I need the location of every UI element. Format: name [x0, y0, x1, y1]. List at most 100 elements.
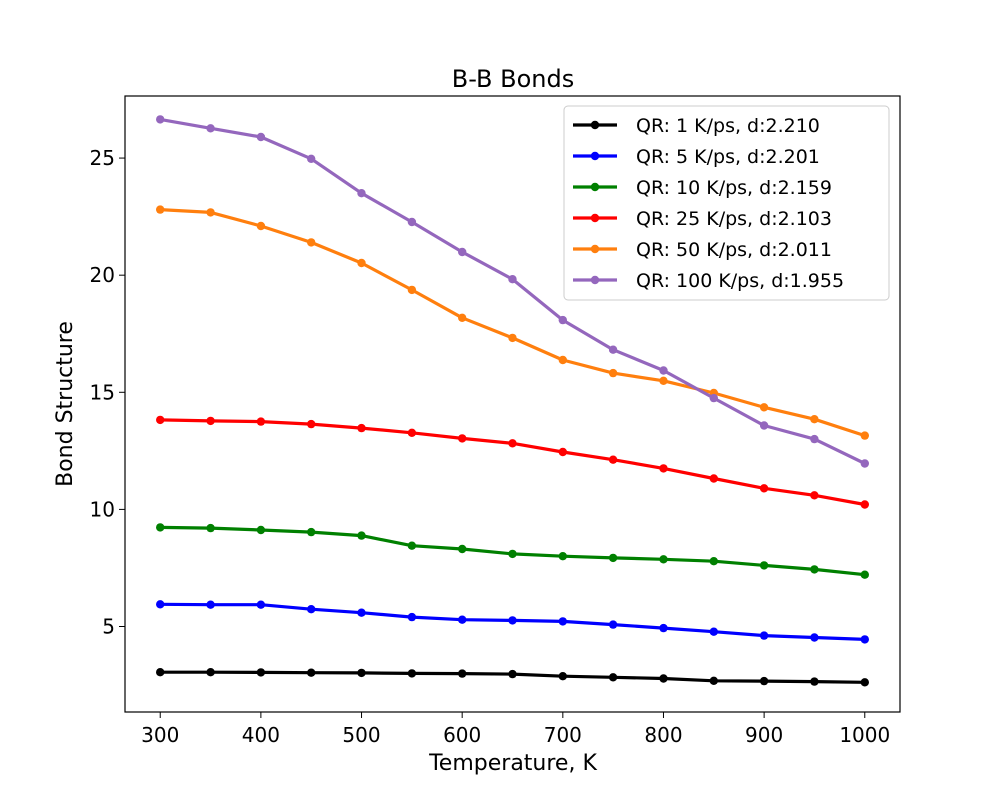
x-axis: 300 400 500 600 700 800 900 1000: [141, 712, 890, 747]
data-point: [206, 668, 215, 677]
data-point: [810, 434, 819, 444]
series-layer: [156, 115, 869, 687]
y-tick-label: 15: [90, 380, 115, 404]
legend-label: QR: 5 K/ps, d:2.201: [636, 146, 820, 168]
data-point: [810, 633, 819, 642]
data-point: [256, 417, 266, 426]
data-point: [709, 627, 718, 636]
data-point: [307, 668, 316, 677]
y-tick-label: 5: [102, 615, 115, 639]
legend-swatch-marker: [590, 275, 600, 285]
data-point: [608, 345, 618, 354]
data-point: [709, 474, 718, 483]
data-point: [156, 600, 165, 609]
data-point: [659, 555, 668, 564]
data-point: [709, 393, 718, 403]
y-axis-label: Bond Structure: [53, 321, 78, 487]
data-point: [860, 431, 869, 440]
data-point: [659, 366, 668, 375]
data-point: [256, 668, 266, 677]
data-point: [608, 553, 618, 563]
y-tick-label: 20: [90, 263, 115, 287]
data-point: [407, 541, 417, 550]
data-point: [558, 617, 567, 626]
data-point: [558, 315, 567, 325]
x-tick-label: 700: [544, 723, 582, 747]
data-point: [156, 523, 165, 532]
data-point: [508, 333, 517, 343]
data-point: [307, 154, 316, 163]
data-point: [810, 677, 819, 686]
series-1: [156, 668, 869, 687]
data-point: [860, 635, 869, 644]
data-point: [659, 674, 668, 683]
data-point: [458, 669, 467, 678]
legend-swatch-marker: [590, 244, 600, 254]
series-5: [156, 205, 869, 440]
data-point: [558, 672, 567, 681]
data-point: [759, 484, 769, 493]
legend-swatch-marker: [590, 151, 600, 161]
legend-label: QR: 25 K/ps, d:2.103: [636, 208, 832, 230]
y-tick-label: 25: [90, 146, 115, 170]
data-point: [357, 608, 366, 617]
data-point: [407, 217, 417, 227]
data-point: [206, 208, 215, 217]
legend: QR: 1 K/ps, d:2.210 QR: 5 K/ps, d:2.201 QR…: [563, 105, 890, 301]
data-point: [608, 673, 618, 682]
data-point: [156, 115, 165, 124]
data-point: [508, 275, 517, 284]
data-point: [256, 132, 266, 142]
y-axis: 5 10 15 20 25: [90, 146, 125, 639]
data-point: [458, 247, 467, 257]
data-point: [608, 620, 618, 629]
x-tick-label: 500: [342, 723, 380, 747]
series-6: [156, 115, 869, 468]
x-tick-label: 400: [242, 723, 280, 747]
data-point: [810, 415, 819, 424]
legend-label: QR: 10 K/ps, d:2.159: [636, 177, 832, 199]
data-point: [206, 124, 215, 133]
data-point: [357, 423, 366, 433]
x-tick-label: 300: [141, 723, 179, 747]
data-point: [256, 600, 266, 609]
x-tick-label: 800: [644, 723, 682, 747]
data-point: [307, 605, 316, 614]
data-point: [156, 415, 165, 425]
series-3: [156, 523, 869, 579]
data-point: [508, 669, 517, 679]
data-point: [659, 376, 668, 385]
y-tick-label: 10: [90, 497, 115, 521]
data-point: [307, 419, 316, 429]
data-point: [860, 500, 869, 509]
data-point: [407, 285, 417, 295]
data-point: [860, 570, 869, 579]
x-tick-label: 1000: [839, 723, 890, 747]
data-point: [357, 258, 366, 268]
data-point: [860, 459, 869, 468]
data-point: [608, 368, 618, 378]
data-point: [659, 623, 668, 633]
data-point: [810, 491, 819, 500]
series-2: [156, 600, 869, 644]
data-point: [810, 565, 819, 574]
data-point: [407, 612, 417, 622]
x-tick-label: 900: [745, 723, 783, 747]
data-point: [206, 416, 215, 426]
data-point: [508, 439, 517, 448]
legend-label: QR: 100 K/ps, d:1.955: [636, 270, 844, 292]
data-point: [156, 668, 165, 677]
chart-title: B-B Bonds: [452, 65, 574, 93]
legend-swatch-marker: [590, 120, 600, 130]
series-4: [156, 415, 869, 509]
data-point: [357, 189, 366, 198]
data-point: [860, 678, 869, 687]
data-point: [759, 676, 769, 686]
data-point: [558, 355, 567, 365]
data-point: [508, 549, 517, 559]
x-tick-label: 600: [443, 723, 481, 747]
legend-label: QR: 50 K/ps, d:2.011: [636, 239, 832, 261]
data-point: [709, 676, 718, 685]
data-point: [256, 525, 266, 535]
data-point: [608, 455, 618, 464]
